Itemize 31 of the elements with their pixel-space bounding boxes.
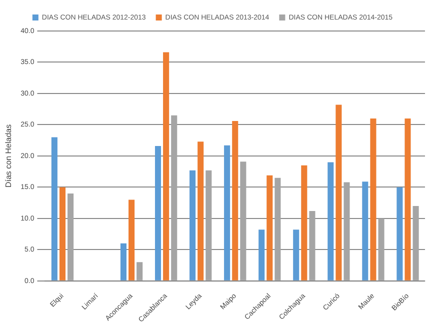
bar bbox=[190, 170, 196, 280]
bar bbox=[171, 115, 178, 280]
bar bbox=[404, 118, 411, 280]
bar bbox=[136, 262, 143, 280]
bar bbox=[309, 210, 316, 280]
bar bbox=[274, 178, 281, 280]
bar bbox=[240, 162, 246, 280]
y-axis-title: Días con Heladas bbox=[4, 124, 14, 188]
bar bbox=[224, 145, 230, 280]
bar bbox=[344, 182, 350, 280]
bar bbox=[258, 230, 265, 280]
bar bbox=[378, 218, 384, 280]
bar bbox=[68, 193, 74, 280]
bar bbox=[206, 170, 212, 280]
bar bbox=[198, 142, 204, 280]
bar bbox=[128, 200, 135, 280]
bar bbox=[266, 175, 273, 280]
bar bbox=[370, 118, 376, 280]
bar bbox=[154, 146, 162, 280]
bar bbox=[362, 182, 368, 280]
bar bbox=[396, 187, 403, 280]
bar bbox=[301, 165, 308, 280]
bar bbox=[59, 187, 66, 280]
bar bbox=[163, 52, 170, 280]
bar bbox=[328, 162, 334, 280]
bar bbox=[51, 137, 58, 280]
bar bbox=[120, 243, 126, 280]
bar bbox=[336, 104, 342, 280]
bar bbox=[412, 206, 419, 280]
bar bbox=[232, 120, 238, 280]
bar bbox=[293, 230, 300, 280]
